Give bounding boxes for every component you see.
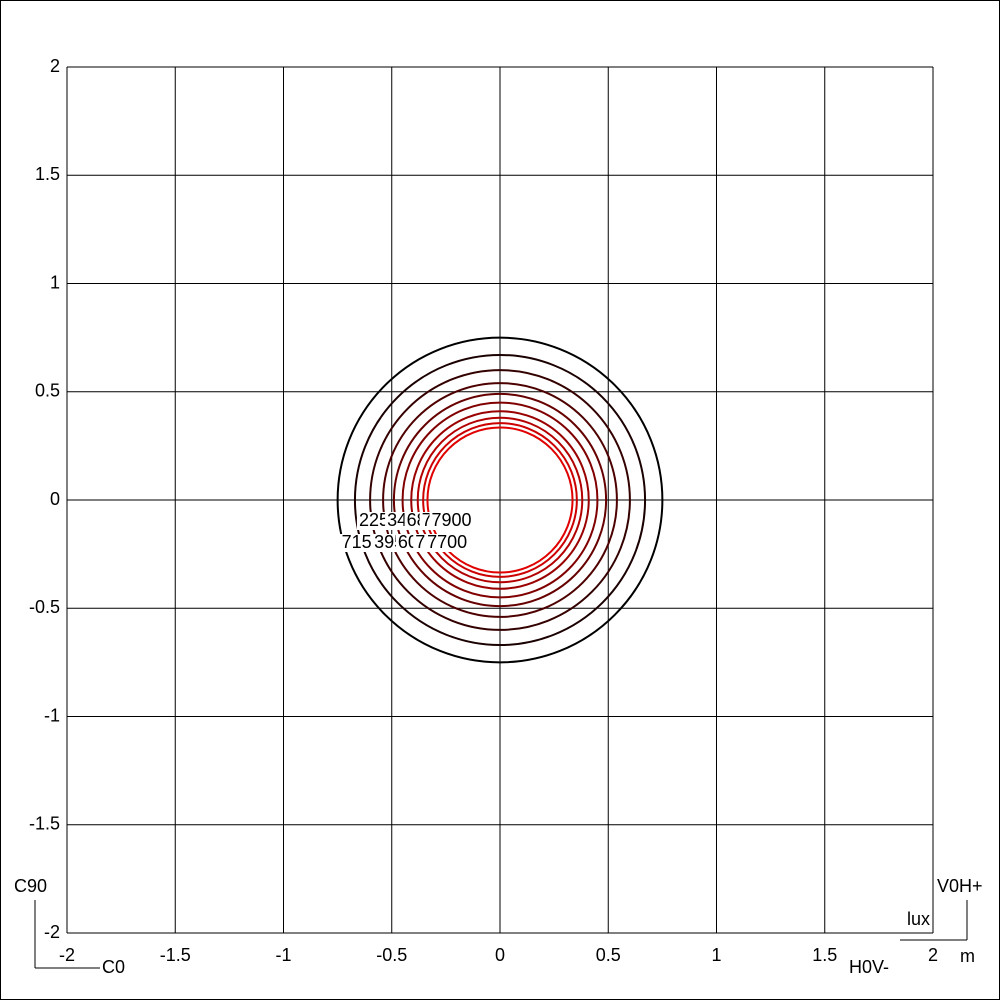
contour-label-bg	[429, 512, 474, 530]
contour-label: 7700	[427, 532, 467, 552]
y-tick-label: -1	[44, 705, 60, 725]
contour-label-bg	[339, 534, 374, 552]
x-tick-label: 2	[928, 945, 938, 965]
corner-label: V0H+	[937, 876, 983, 896]
y-tick-label: 0	[50, 489, 60, 509]
y-tick-label: -0.5	[29, 597, 60, 617]
x-tick-label: 1	[711, 945, 721, 965]
y-tick-label: 1.5	[35, 164, 60, 184]
contour-label: 7900	[431, 510, 471, 530]
contour	[369, 369, 631, 631]
x-tick-label: -0.5	[376, 945, 407, 965]
x-tick-label: -1	[275, 945, 291, 965]
contour	[353, 353, 647, 647]
axis-unit-label: m	[960, 946, 975, 966]
contour-label: 715	[342, 532, 372, 552]
y-tick-label: 1	[50, 272, 60, 292]
corner-label: C90	[14, 876, 47, 896]
corner-label: H0V-	[849, 957, 889, 977]
contour	[410, 410, 590, 590]
y-tick-label: -2	[44, 922, 60, 942]
x-tick-label: 0	[495, 945, 505, 965]
x-tick-label: -1.5	[160, 945, 191, 965]
contour	[392, 392, 608, 608]
contour	[382, 382, 618, 618]
contour	[416, 416, 584, 584]
contour	[336, 336, 664, 664]
contour-label-bg	[425, 534, 470, 552]
y-tick-label: -1.5	[29, 814, 60, 834]
x-tick-label: 0.5	[596, 945, 621, 965]
contour	[401, 401, 599, 599]
contour	[426, 426, 574, 574]
y-tick-label: 2	[50, 56, 60, 76]
unit-label: lux	[907, 909, 930, 929]
corner-label: C0	[102, 957, 125, 977]
y-tick-label: 0.5	[35, 381, 60, 401]
x-tick-label: -2	[59, 945, 75, 965]
x-tick-label: 1.5	[812, 945, 837, 965]
contour	[422, 422, 578, 578]
